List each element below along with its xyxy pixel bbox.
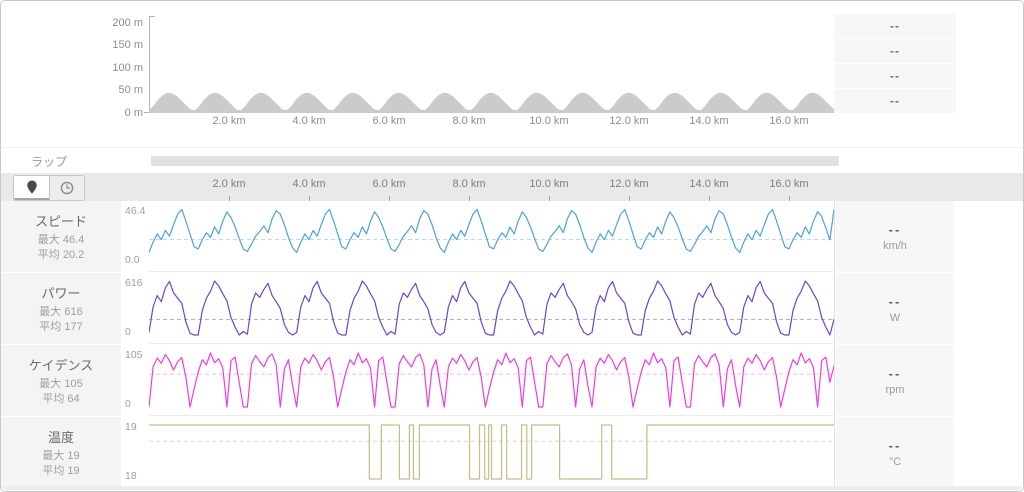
y-max-label: 46.4	[125, 205, 146, 217]
speed-hover-value: -- km/h	[836, 201, 954, 272]
temperature-chart[interactable]	[149, 417, 835, 488]
lap-bar[interactable]	[151, 156, 839, 166]
clock-icon	[60, 181, 74, 195]
hover-value: --	[888, 221, 902, 237]
y-min-label: 0.0	[125, 254, 140, 266]
axis-mode-toggle	[13, 175, 85, 201]
hover-value: --	[888, 293, 902, 309]
metric-rows: スピード 最大 46.4 平均 20.2 46.4 0.0 -- km/h パワ…	[1, 201, 1023, 489]
speed-label-panel: スピード 最大 46.4 平均 20.2	[1, 201, 121, 272]
unit-label: km/h	[883, 239, 907, 252]
chart-axis-toolbar: 2.0 km 4.0 km 6.0 km 8.0 km 10.0 km 12.0 km 14…	[1, 173, 1023, 201]
metric-max: 最大 616	[39, 305, 83, 318]
axis-tick	[709, 196, 710, 201]
hover-value: --	[834, 89, 956, 113]
lap-label: ラップ	[31, 155, 68, 169]
elevation-ytick: 50 m	[118, 84, 143, 96]
elevation-xtick: 14.0 km	[689, 115, 729, 127]
y-max-label: 616	[125, 277, 143, 289]
metric-max: 最大 19	[42, 449, 80, 462]
distance-mode-button[interactable]	[14, 176, 49, 200]
y-max-label: 19	[125, 421, 137, 433]
elevation-ytick: 0 m	[124, 107, 143, 119]
speed-line	[149, 208, 834, 254]
speed-chart[interactable]	[149, 201, 835, 272]
axis-xtick-label: 12.0 km	[609, 178, 649, 190]
cadence-label-panel: ケイデンス 最大 105 平均 64	[1, 345, 121, 416]
hover-value: --	[834, 14, 956, 38]
metric-avg: 平均 20.2	[37, 248, 85, 261]
elevation-hover-values: -- -- -- --	[834, 14, 956, 114]
unit-label: W	[889, 311, 901, 324]
hover-value: --	[834, 39, 956, 63]
axis-xtick-label: 8.0 km	[452, 178, 486, 190]
axis-xtick-label: 16.0 km	[769, 178, 809, 190]
temperature-line	[149, 424, 834, 480]
y-max-label: 105	[125, 349, 143, 361]
hover-value: --	[888, 365, 902, 381]
cadence-chart[interactable]	[149, 345, 835, 416]
elevation-ytick: 200 m	[112, 17, 143, 29]
elevation-xtick: 2.0 km	[212, 115, 246, 127]
power-label-panel: パワー 最大 616 平均 177	[1, 273, 121, 344]
metric-avg: 平均 19	[42, 464, 80, 477]
divider	[1, 147, 1023, 148]
unit-label: °C	[888, 455, 902, 468]
y-min-label: 18	[125, 470, 137, 482]
cadence-row: ケイデンス 最大 105 平均 64 105 0 -- rpm	[1, 345, 1023, 416]
axis-xtick-label: 2.0 km	[212, 178, 246, 190]
elevation-ytick: 150 m	[112, 39, 143, 51]
hover-value: --	[834, 64, 956, 88]
power-line	[149, 280, 834, 336]
metric-max: 最大 105	[39, 377, 83, 390]
axis-tick	[789, 196, 790, 201]
axis-tick	[309, 196, 310, 201]
unit-label: rpm	[885, 383, 905, 396]
metric-title: 温度	[47, 429, 74, 445]
metric-avg: 平均 64	[42, 392, 80, 405]
time-mode-button[interactable]	[49, 176, 84, 200]
axis-tick	[549, 196, 550, 201]
power-row: パワー 最大 616 平均 177 616 0 -- W	[1, 273, 1023, 344]
axis-xtick-label: 6.0 km	[372, 178, 406, 190]
elevation-xtick: 16.0 km	[769, 115, 809, 127]
elevation-xtick: 6.0 km	[372, 115, 406, 127]
y-min-label: 0	[125, 398, 131, 410]
axis-tick	[629, 196, 630, 201]
metric-max: 最大 46.4	[37, 233, 85, 246]
cadence-hover-value: -- rpm	[836, 345, 954, 416]
cadence-line	[149, 352, 834, 408]
bottom-scroll-strip[interactable]	[2, 486, 1022, 490]
elevation-chart[interactable]	[144, 16, 839, 113]
temperature-hover-value: -- °C	[836, 417, 954, 488]
elevation-area	[149, 92, 834, 113]
elevation-ytick: 100 m	[112, 62, 143, 74]
temperature-label-panel: 温度 最大 19 平均 19	[1, 417, 121, 488]
elevation-xtick: 8.0 km	[452, 115, 486, 127]
axis-tick	[229, 196, 230, 201]
axis-xtick-label: 10.0 km	[529, 178, 569, 190]
map-pin-icon	[26, 180, 37, 194]
temperature-row: 温度 最大 19 平均 19 19 18 -- °C	[1, 417, 1023, 488]
axis-xtick-label: 4.0 km	[292, 178, 326, 190]
power-hover-value: -- W	[836, 273, 954, 344]
axis-xtick-label: 14.0 km	[689, 178, 729, 190]
metric-avg: 平均 177	[39, 320, 83, 333]
power-chart[interactable]	[149, 273, 835, 344]
elevation-xtick: 4.0 km	[292, 115, 326, 127]
axis-tick	[389, 196, 390, 201]
elevation-xtick: 10.0 km	[529, 115, 569, 127]
y-min-label: 0	[125, 326, 131, 338]
hover-value: --	[888, 437, 902, 453]
speed-row: スピード 最大 46.4 平均 20.2 46.4 0.0 -- km/h	[1, 201, 1023, 272]
metric-title: ケイデンス	[28, 357, 94, 373]
elevation-xtick: 12.0 km	[609, 115, 649, 127]
metric-title: スピード	[34, 213, 87, 229]
axis-tick	[469, 196, 470, 201]
metric-title: パワー	[41, 285, 81, 301]
